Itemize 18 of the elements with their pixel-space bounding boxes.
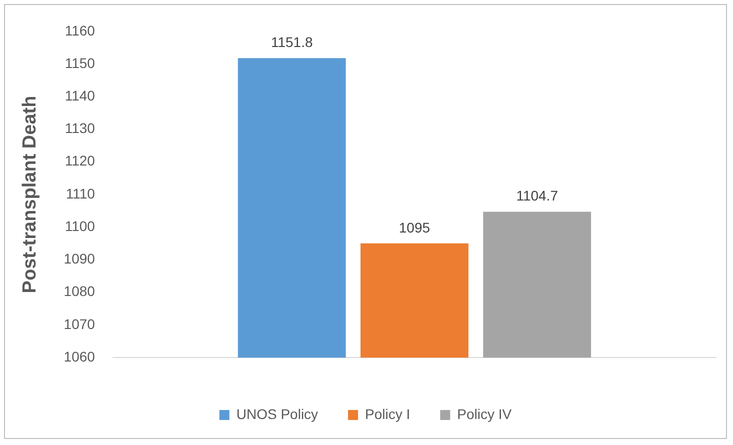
y-tick-label: 1070: [64, 316, 96, 332]
data-label: 1095: [398, 219, 430, 236]
legend-label: Policy IV: [457, 406, 512, 422]
y-tick-label: 1090: [64, 250, 96, 267]
data-label: 1151.8: [270, 34, 313, 50]
legend-label: UNOS Policy: [236, 406, 318, 422]
y-axis-title: Post-transplant Death: [20, 96, 41, 294]
legend-label: Policy I: [365, 406, 410, 422]
y-tick-label: 1060: [64, 348, 96, 364]
y-tick-label: 1130: [64, 120, 96, 136]
y-tick-label: 1120: [64, 152, 96, 169]
y-tick-label: 1140: [64, 88, 96, 104]
y-tick-label: 1080: [64, 283, 96, 300]
data-label: 1104.7: [516, 188, 558, 204]
y-tick-label: 1100: [64, 218, 96, 234]
y-tick-label: 1110: [66, 185, 96, 202]
y-tick-label: 1150: [64, 54, 96, 71]
y-tick-label: 1160: [64, 22, 96, 38]
